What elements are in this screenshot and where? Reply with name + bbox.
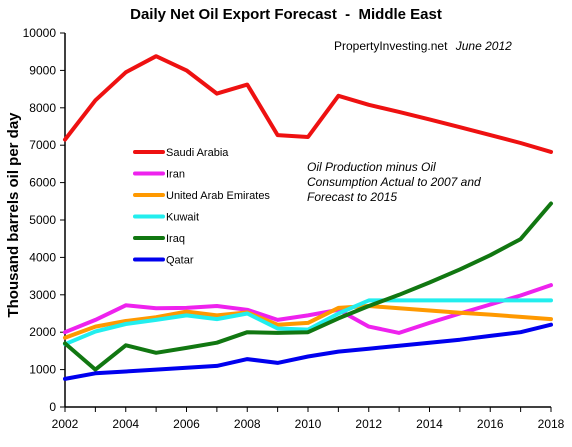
y-tick-label: 3000 bbox=[29, 288, 56, 302]
y-tick-label: 9000 bbox=[29, 63, 56, 77]
y-tick-label: 6000 bbox=[29, 176, 56, 190]
x-tick-label: 2018 bbox=[538, 417, 565, 431]
legend-label-saudi-arabia: Saudi Arabia bbox=[166, 147, 229, 159]
series-line-saudi-arabia bbox=[63, 54, 553, 154]
x-tick-label: 2010 bbox=[295, 417, 322, 431]
legend: Saudi Arabia Iran United Arab Emirates Kuwa… bbox=[133, 147, 270, 267]
x-tick-label: 2012 bbox=[355, 417, 382, 431]
legend-label-qatar: Qatar bbox=[166, 255, 194, 267]
legend-label-iraq: Iraq bbox=[166, 233, 185, 245]
x-tick-label: 2014 bbox=[416, 417, 443, 431]
series-line-kuwait bbox=[63, 298, 553, 347]
annotation-note-line: Forecast to 2015 bbox=[307, 190, 397, 204]
series-lines bbox=[63, 54, 553, 381]
legend-label-iran: Iran bbox=[166, 169, 185, 181]
annotation-note-line: Oil Production minus Oil bbox=[307, 160, 436, 174]
y-tick-label: 1000 bbox=[29, 363, 56, 377]
y-tick-label: 10000 bbox=[23, 26, 57, 40]
y-tick-label: 4000 bbox=[29, 250, 56, 264]
annotation-note-line: Consumption Actual to 2007 and bbox=[307, 175, 481, 189]
x-tick-label: 2008 bbox=[234, 417, 261, 431]
series-line-iraq bbox=[63, 201, 553, 372]
x-tick-label: 2006 bbox=[173, 417, 200, 431]
series-line-iran bbox=[63, 283, 553, 335]
y-tick-label: 0 bbox=[49, 400, 56, 414]
source-date: June 2012 bbox=[455, 39, 512, 53]
y-tick-label: 2000 bbox=[29, 325, 56, 339]
series-line-united-arab-emirates bbox=[63, 304, 553, 340]
y-axis-label: Thousand barrels oil per day bbox=[5, 112, 22, 318]
y-tick-label: 8000 bbox=[29, 101, 56, 115]
axes: 0 1000 2000 3000 4000 5000 6000 7000 8000 9000 100… bbox=[23, 26, 565, 431]
x-tick-label: 2002 bbox=[52, 417, 79, 431]
source-label: PropertyInvesting.net June 2012 bbox=[334, 39, 512, 53]
chart-title: Daily Net Oil Export Forecast - Middle E… bbox=[130, 6, 442, 23]
y-tick-label: 5000 bbox=[29, 213, 56, 227]
x-tick-label: 2004 bbox=[112, 417, 139, 431]
y-tick-label: 7000 bbox=[29, 138, 56, 152]
x-tick-label: 2016 bbox=[477, 417, 504, 431]
series-line-qatar bbox=[63, 322, 553, 381]
source-name: PropertyInvesting.net bbox=[334, 39, 448, 53]
legend-label-united-arab-emirates: United Arab Emirates bbox=[166, 190, 270, 202]
legend-label-kuwait: Kuwait bbox=[166, 212, 199, 224]
